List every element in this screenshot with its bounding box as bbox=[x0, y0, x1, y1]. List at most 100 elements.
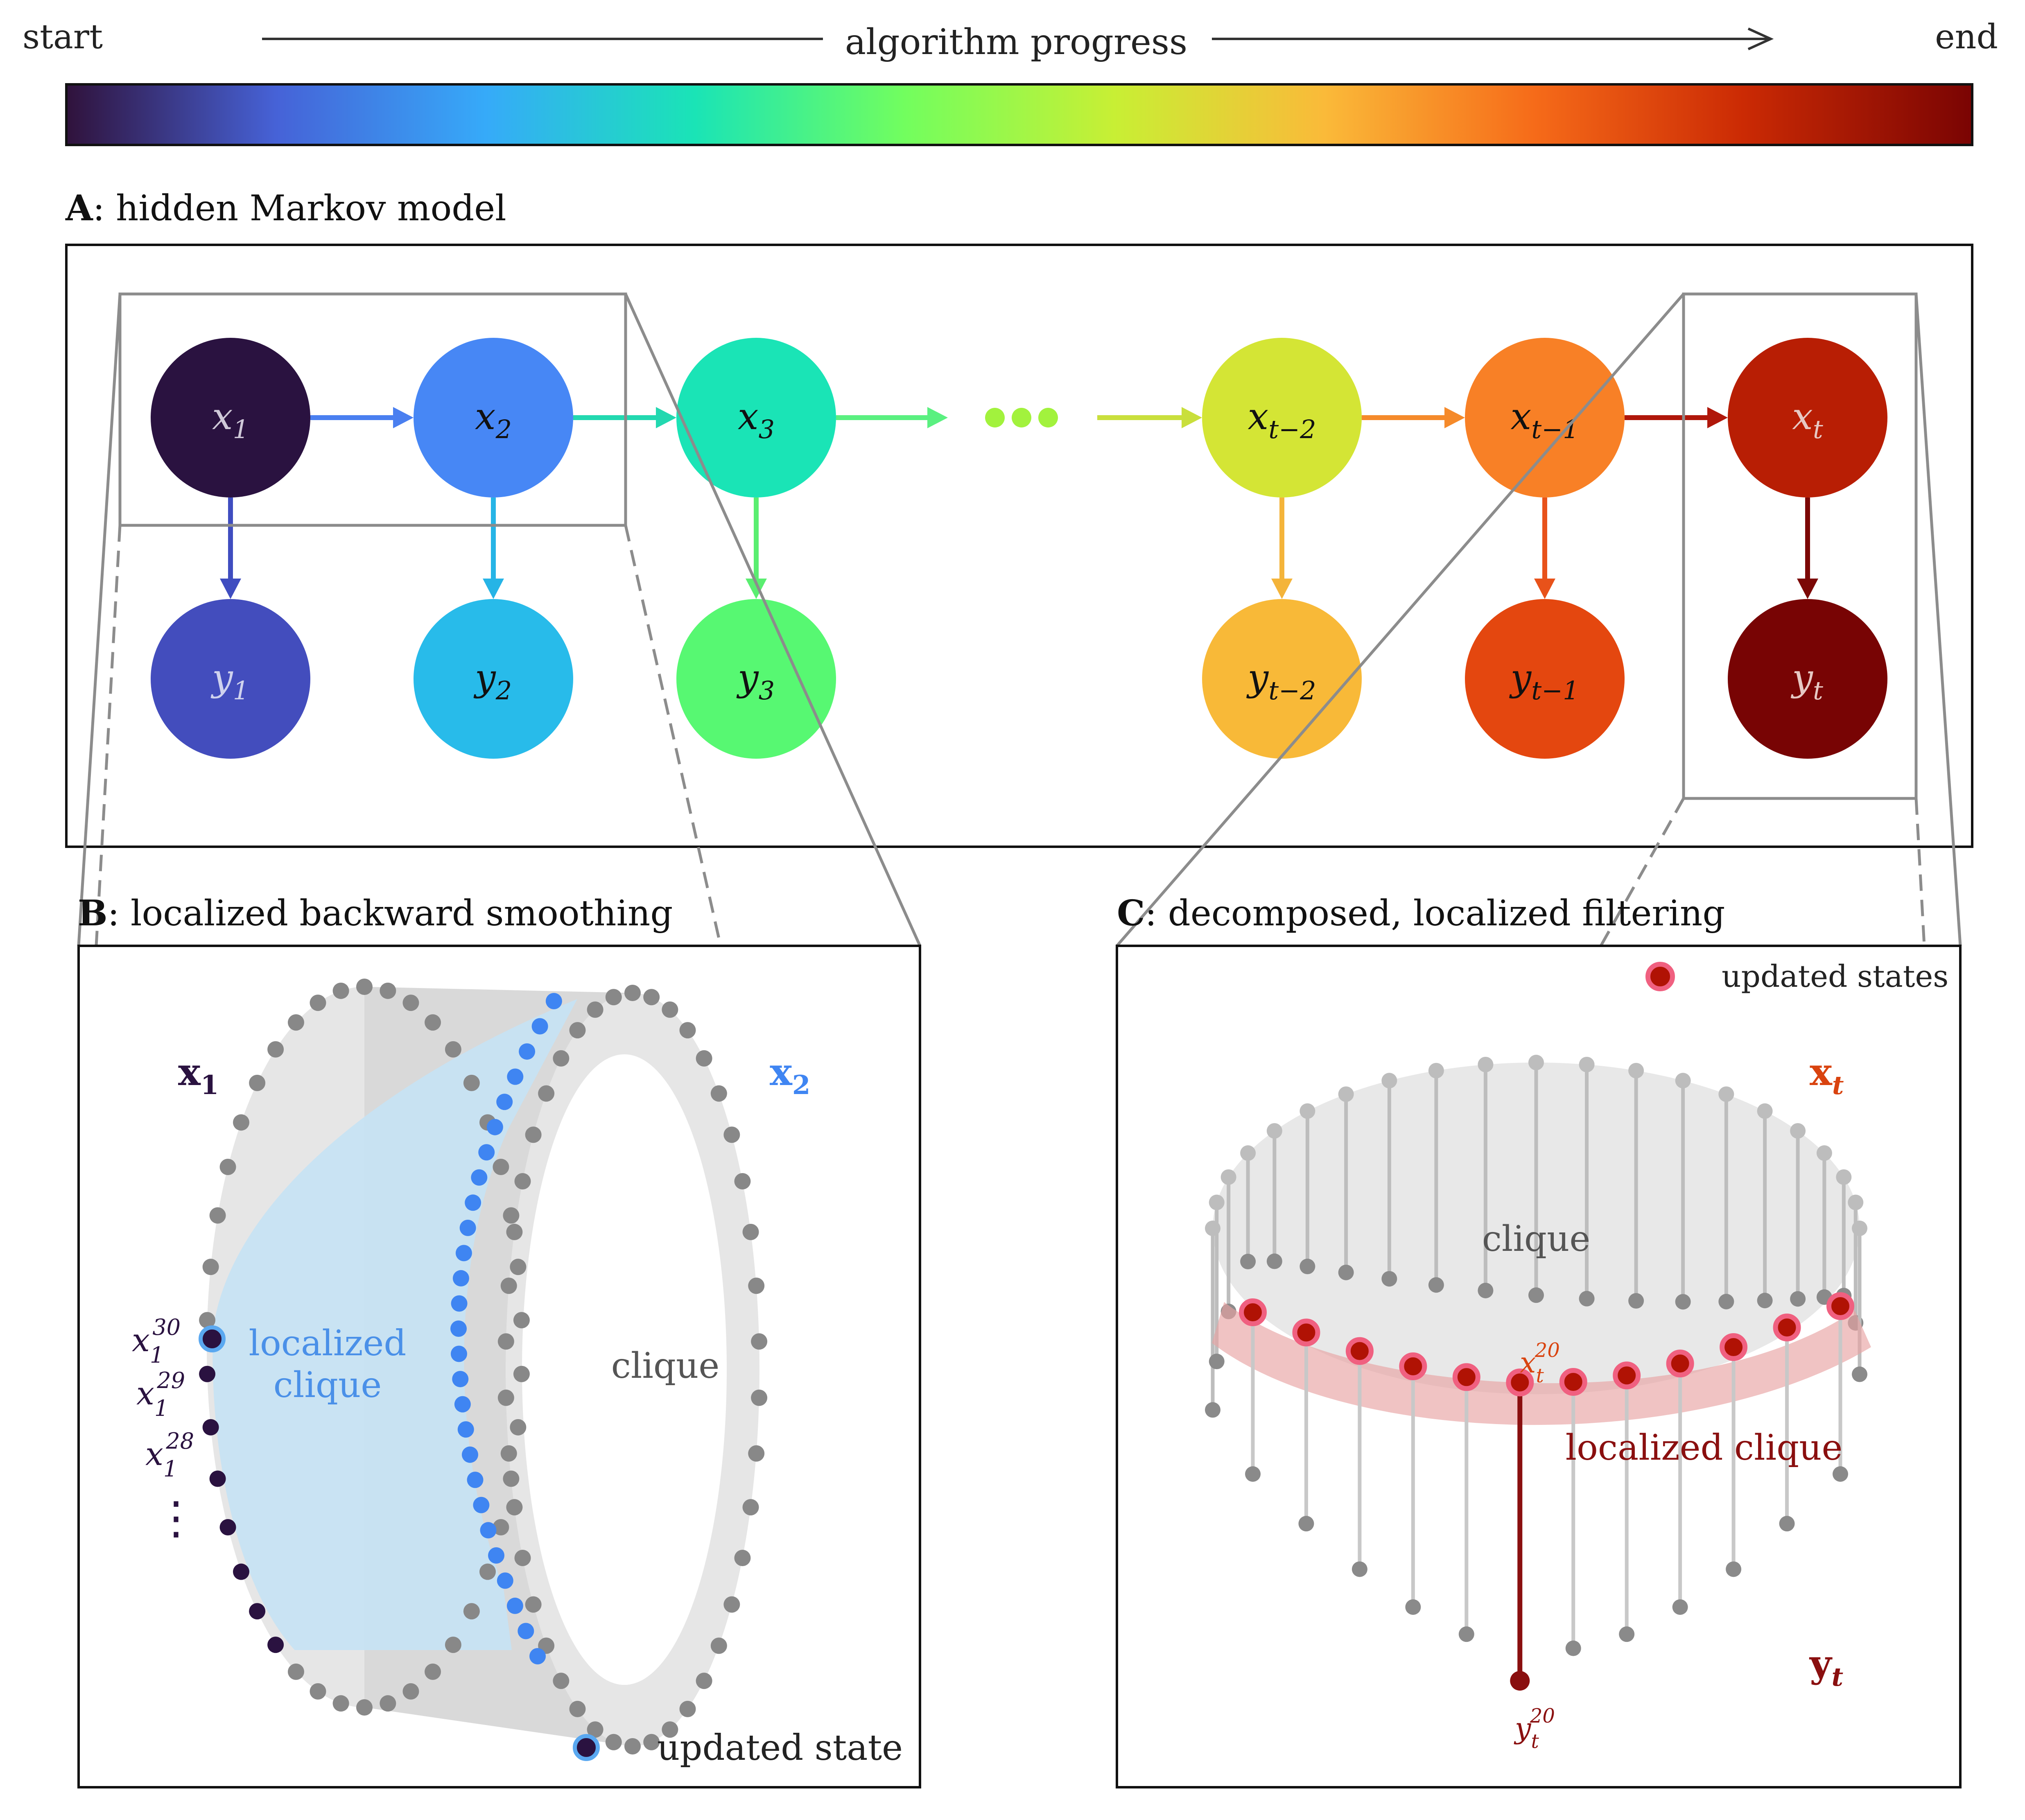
x1-state-dot bbox=[445, 1637, 461, 1653]
updated-state-dot bbox=[1345, 1337, 1374, 1365]
observation-dot bbox=[1579, 1291, 1595, 1307]
clique-state-dot bbox=[710, 1085, 727, 1102]
updated-state-dot bbox=[1666, 1350, 1694, 1378]
clique-state-dot bbox=[497, 1333, 514, 1350]
zoom-indicators bbox=[77, 292, 1962, 947]
clique-state-dot bbox=[569, 1700, 586, 1717]
x1-state-dot bbox=[513, 1312, 530, 1329]
observation-dot bbox=[1619, 1626, 1635, 1642]
state-dot bbox=[1338, 1086, 1354, 1102]
clique-state-dot bbox=[506, 1499, 523, 1516]
state-dot bbox=[1478, 1056, 1494, 1072]
panel-b: B: localized backward smoothing x1 x2 lo… bbox=[77, 893, 921, 1788]
panel-c-xt-label: xt bbox=[1810, 1050, 1844, 1100]
x2-state-dot bbox=[454, 1396, 471, 1413]
observed-node-3 bbox=[1202, 599, 1362, 759]
clique-state-dot bbox=[679, 1022, 696, 1039]
observed-node-0 bbox=[151, 599, 310, 759]
x2-state-dot bbox=[465, 1194, 481, 1211]
colorbar bbox=[65, 83, 1973, 146]
zoom-line-b-right bbox=[624, 293, 922, 947]
x1-state-dot bbox=[249, 1603, 266, 1620]
x1-state-dot bbox=[219, 1519, 236, 1535]
ellipsis-dot-2 bbox=[1038, 408, 1058, 427]
x2-state-dot bbox=[450, 1320, 467, 1337]
state-dot bbox=[1836, 1169, 1852, 1185]
x2-state-dot bbox=[455, 1245, 472, 1262]
transition-arrow-1-head bbox=[656, 407, 676, 428]
observation-dot bbox=[1209, 1354, 1225, 1370]
observed-node-3-label: yt−2 bbox=[1246, 656, 1316, 705]
x1-state-dot bbox=[513, 1366, 530, 1382]
emission-arrow-5-head bbox=[1797, 579, 1818, 599]
emission-arrow-1-head bbox=[483, 579, 504, 599]
clique-state-dot bbox=[624, 985, 641, 1001]
clique-state-dot bbox=[734, 1173, 751, 1189]
clique-state-dot bbox=[605, 989, 622, 1006]
observation-dot bbox=[1565, 1640, 1581, 1656]
x1-state-dot bbox=[219, 1159, 236, 1175]
panel-b-title: B: localized backward smoothing bbox=[78, 893, 673, 934]
hidden-node-5 bbox=[1728, 338, 1887, 497]
zoom-box-right bbox=[1682, 292, 1918, 800]
x1-state-dot bbox=[202, 1419, 219, 1436]
state-dot bbox=[1718, 1086, 1734, 1102]
x1-state-dot bbox=[356, 1699, 373, 1716]
panel-c-content bbox=[1205, 1055, 1871, 1691]
panel-c-title: C: decomposed, localized filtering bbox=[1117, 893, 1725, 934]
cylinder-opening bbox=[522, 1054, 727, 1685]
updated-state-dot bbox=[1720, 1333, 1748, 1361]
transition-arrow-5-head bbox=[1707, 407, 1728, 428]
hidden-node-0-label: x1 bbox=[212, 395, 249, 444]
hidden-node-3-label: xt−2 bbox=[1248, 395, 1316, 444]
state-dot bbox=[1209, 1194, 1225, 1210]
emission-arrow-4-head bbox=[1534, 579, 1555, 599]
panel-a-frame bbox=[65, 244, 1973, 848]
clique-state-dot bbox=[497, 1389, 514, 1406]
progress-title: algorithm progress bbox=[845, 22, 1187, 63]
observation-dot bbox=[1478, 1282, 1494, 1298]
clique-state-dot bbox=[748, 1277, 765, 1294]
x1-state-dot bbox=[233, 1563, 249, 1580]
clique-state-dot bbox=[742, 1499, 759, 1516]
emission-arrow-3-head bbox=[1271, 579, 1293, 599]
updated-state-dot bbox=[1239, 1298, 1267, 1326]
observed-node-4-label: yt−1 bbox=[1509, 656, 1579, 705]
localized-clique-label-line1: localized bbox=[249, 1323, 407, 1364]
x1-state-dot bbox=[209, 1470, 226, 1487]
observed-node-5 bbox=[1728, 599, 1887, 759]
state-dot bbox=[1816, 1145, 1832, 1161]
x1-state-dot bbox=[402, 995, 419, 1011]
observed-node-2 bbox=[676, 599, 836, 759]
state-vdots: ⋮ bbox=[154, 1492, 199, 1544]
panel-a-title: A: hidden Markov model bbox=[65, 188, 506, 229]
panel-c-clique-label: clique bbox=[1482, 1219, 1591, 1259]
clique-state-dot bbox=[553, 1673, 570, 1689]
updated-state-dot bbox=[1613, 1361, 1641, 1390]
clique-state-dot bbox=[751, 1333, 768, 1350]
updated-state-dot bbox=[1399, 1352, 1427, 1380]
x2-state-dot bbox=[451, 1295, 468, 1312]
clique-state-dot bbox=[742, 1223, 759, 1240]
x1-state-dot bbox=[463, 1603, 480, 1620]
emission-arrow-0-head bbox=[220, 579, 241, 599]
x1-state-dot bbox=[209, 1207, 226, 1224]
state-label-xt-20: xt20 bbox=[1520, 1339, 1560, 1387]
zoom-line-b-right-dashed bbox=[624, 525, 722, 946]
transition-arrow-2-head bbox=[927, 407, 948, 428]
x2-state-dot bbox=[480, 1522, 497, 1539]
hmm-graph: x1 x2 x3 xt−2 xt−1 xt y1 y2 y3 yt−2 yt−1 yt bbox=[151, 338, 1887, 759]
zoom-line-c-right bbox=[1914, 294, 1962, 946]
updated-state-dot bbox=[1292, 1318, 1320, 1347]
observed-node-1-label: y2 bbox=[473, 656, 512, 705]
x1-state-dot bbox=[425, 1663, 441, 1680]
x2-state-dot bbox=[506, 1597, 523, 1614]
observation-dot bbox=[1628, 1293, 1644, 1309]
state-dot bbox=[1852, 1221, 1867, 1236]
hidden-node-1-label: x2 bbox=[475, 395, 512, 444]
observation-dot bbox=[1245, 1466, 1261, 1482]
observation-dot bbox=[1672, 1599, 1688, 1615]
x1-state-dot bbox=[332, 982, 349, 999]
panel-b-clique-label: clique bbox=[611, 1345, 720, 1386]
